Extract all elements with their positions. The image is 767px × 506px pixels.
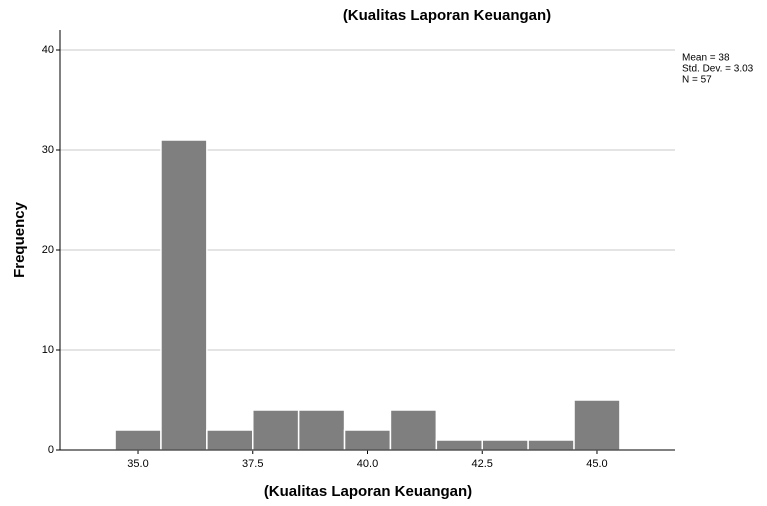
bar xyxy=(343,429,392,451)
bar xyxy=(573,399,621,451)
x-tick-label: 37.5 xyxy=(242,458,263,470)
bar xyxy=(252,409,300,451)
bar xyxy=(481,439,529,451)
x-tick-label: 35.0 xyxy=(127,458,148,470)
y-tick-label: 20 xyxy=(42,244,54,256)
bar xyxy=(297,409,346,451)
bar xyxy=(435,439,483,451)
stats-annotation: N = 57 xyxy=(682,75,712,86)
y-tick-label: 10 xyxy=(42,344,54,356)
bar xyxy=(160,139,208,451)
y-tick-label: 40 xyxy=(42,44,54,56)
x-tick-label: 45.0 xyxy=(586,458,607,470)
stats-annotation: Mean = 38 xyxy=(682,53,730,64)
x-tick-label: 42.5 xyxy=(472,458,493,470)
bar xyxy=(114,429,162,451)
bar xyxy=(206,429,254,451)
bar xyxy=(527,439,575,451)
stats-annotation: Std. Dev. = 3.03 xyxy=(682,64,754,75)
y-tick-label: 0 xyxy=(48,444,54,456)
x-axis-label: (Kualitas Laporan Keuangan) xyxy=(264,483,472,500)
x-tick-label: 40.0 xyxy=(357,458,378,470)
y-tick-label: 30 xyxy=(42,144,54,156)
y-axis-label: Frequency xyxy=(11,201,28,278)
bar xyxy=(389,409,438,451)
chart-title: (Kualitas Laporan Keuangan) xyxy=(343,7,551,24)
